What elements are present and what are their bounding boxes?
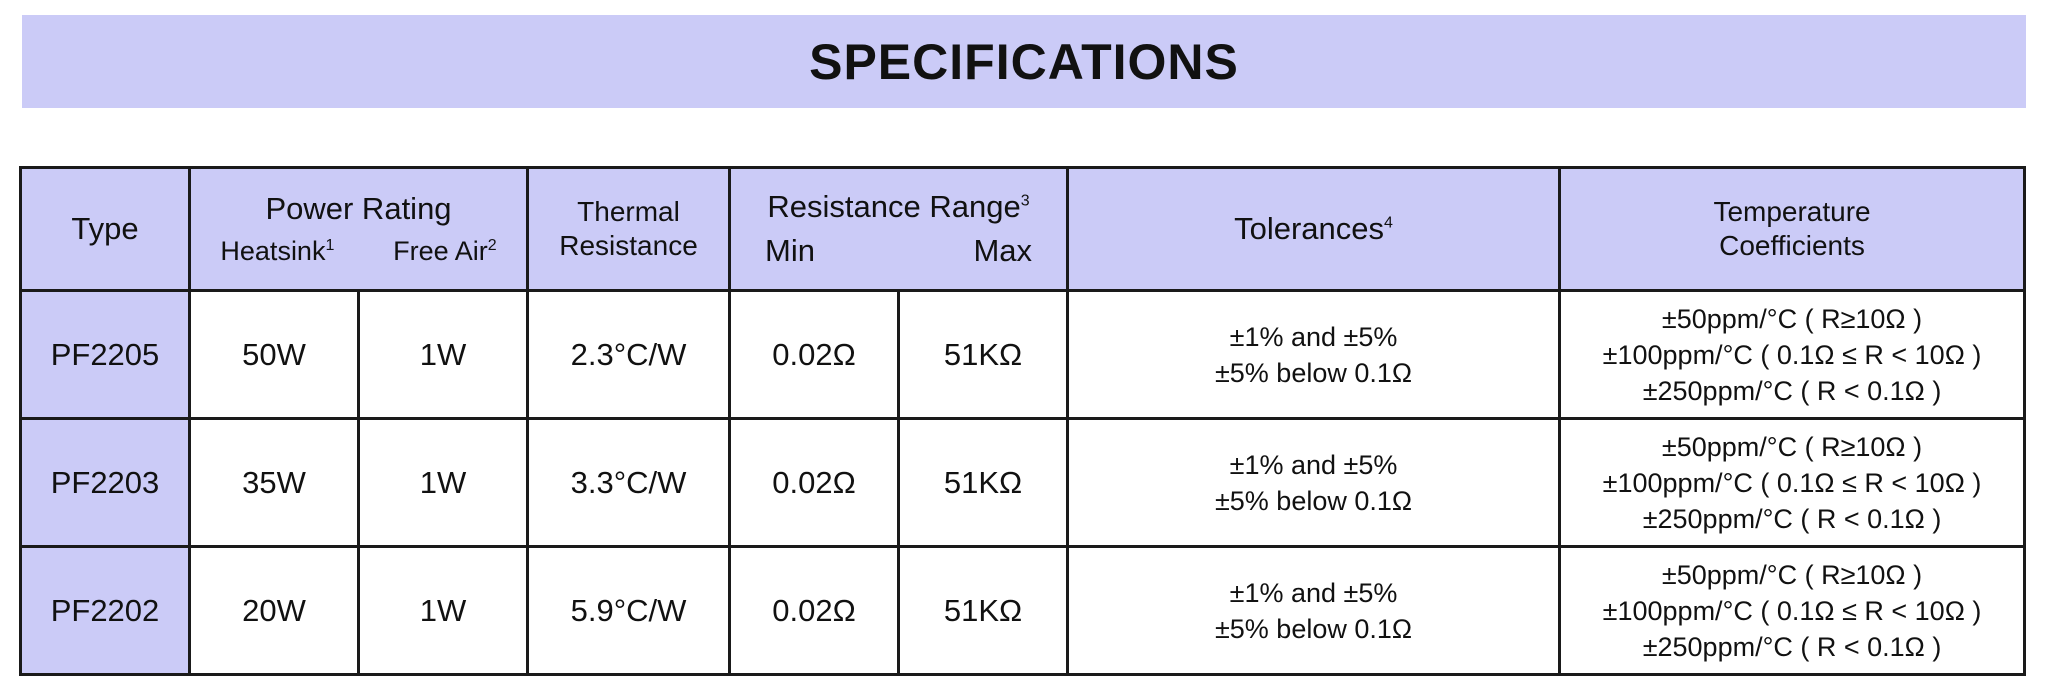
temp-coeff-line1: Temperature: [1713, 196, 1871, 227]
header-temperature-coefficients: Temperature Coefficients: [1558, 166, 2027, 292]
title-banner: SPECIFICATIONS: [22, 15, 2026, 108]
thermal-label-line1: Thermal: [577, 196, 680, 227]
temp-coeff-line: ±50ppm/°C ( R≥10Ω ): [1661, 431, 1923, 462]
header-power-rating: Power Rating Heatsink1 Free Air2: [187, 166, 530, 292]
heatsink-label: Heatsink: [220, 236, 326, 266]
resistance-range-title: Resistance Range3: [731, 189, 1066, 225]
tolerance-line: ±1% and ±5%: [1229, 449, 1398, 480]
heatsink-footnote: 1: [325, 237, 335, 254]
table-row: PF2202 20W 1W 5.9°C/W 0.02Ω 51KΩ ±1% and…: [19, 545, 2027, 676]
free-air-footnote: 2: [487, 237, 497, 254]
header-free-air: Free Air2: [393, 235, 496, 267]
heatsink-cell: 35W: [188, 417, 360, 548]
tolerance-line: ±5% below 0.1Ω: [1214, 485, 1413, 516]
type-cell: PF2202: [19, 545, 191, 676]
specifications-table: Type Power Rating Heatsink1 Free Air2 Th…: [19, 166, 2027, 676]
resistance-range-label: Resistance Range: [767, 189, 1021, 224]
type-cell: PF2203: [19, 417, 191, 548]
min-cell: 0.02Ω: [728, 289, 901, 420]
temp-coeff-line: ±100ppm/°C ( 0.1Ω ≤ R < 10Ω ): [1602, 339, 1982, 370]
thermal-label-line2: Resistance: [559, 230, 698, 261]
free-air-cell: 1W: [356, 417, 530, 548]
tolerance-line: ±5% below 0.1Ω: [1214, 613, 1413, 644]
header-type: Type: [19, 166, 191, 292]
tolerance-line: ±5% below 0.1Ω: [1214, 357, 1413, 388]
temp-coeff-line: ±50ppm/°C ( R≥10Ω ): [1661, 303, 1923, 334]
max-cell: 51KΩ: [897, 545, 1070, 676]
temp-coeff-line: ±250ppm/°C ( R < 0.1Ω ): [1642, 503, 1942, 534]
heatsink-cell: 20W: [188, 545, 360, 676]
max-cell: 51KΩ: [897, 417, 1070, 548]
temp-coeff-line: ±100ppm/°C ( 0.1Ω ≤ R < 10Ω ): [1602, 595, 1982, 626]
temp-coeff-line2: Coefficients: [1719, 230, 1865, 261]
resistance-range-subheaders: Min Max: [731, 233, 1066, 269]
free-air-cell: 1W: [356, 289, 530, 420]
table-row: PF2205 50W 1W 2.3°C/W 0.02Ω 51KΩ ±1% and…: [19, 289, 2027, 420]
free-air-cell: 1W: [356, 545, 530, 676]
min-cell: 0.02Ω: [728, 417, 901, 548]
table-row: PF2203 35W 1W 3.3°C/W 0.02Ω 51KΩ ±1% and…: [19, 417, 2027, 548]
resistance-range-footnote: 3: [1020, 192, 1030, 210]
power-rating-label: Power Rating: [265, 191, 452, 226]
heatsink-cell: 50W: [188, 289, 360, 420]
min-cell: 0.02Ω: [728, 545, 901, 676]
thermal-cell: 5.9°C/W: [526, 545, 732, 676]
tolerances-cell: ±1% and ±5% ±5% below 0.1Ω: [1066, 417, 1562, 548]
temp-coeff-cell: ±50ppm/°C ( R≥10Ω ) ±100ppm/°C ( 0.1Ω ≤ …: [1558, 545, 2027, 676]
page-title: SPECIFICATIONS: [809, 33, 1239, 90]
temp-coeff-line: ±50ppm/°C ( R≥10Ω ): [1661, 559, 1923, 590]
tolerance-line: ±1% and ±5%: [1229, 577, 1398, 608]
temp-coeff-cell: ±50ppm/°C ( R≥10Ω ) ±100ppm/°C ( 0.1Ω ≤ …: [1558, 417, 2027, 548]
tolerances-footnote: 4: [1384, 214, 1393, 232]
header-heatsink: Heatsink1: [220, 235, 334, 267]
power-rating-subheaders: Heatsink1 Free Air2: [191, 235, 526, 267]
temp-coeff-line: ±100ppm/°C ( 0.1Ω ≤ R < 10Ω ): [1602, 467, 1982, 498]
temp-coeff-line: ±250ppm/°C ( R < 0.1Ω ): [1642, 375, 1942, 406]
header-thermal-resistance: Thermal Resistance: [526, 166, 732, 292]
header-min: Min: [765, 233, 815, 268]
temp-coeff-line: ±250ppm/°C ( R < 0.1Ω ): [1642, 631, 1942, 662]
tolerances-cell: ±1% and ±5% ±5% below 0.1Ω: [1066, 545, 1562, 676]
tolerance-line: ±1% and ±5%: [1229, 321, 1398, 352]
header-row: Type Power Rating Heatsink1 Free Air2 Th…: [19, 166, 2027, 292]
header-max: Max: [973, 233, 1033, 268]
thermal-cell: 3.3°C/W: [526, 417, 732, 548]
tolerances-cell: ±1% and ±5% ±5% below 0.1Ω: [1066, 289, 1562, 420]
temp-coeff-cell: ±50ppm/°C ( R≥10Ω ) ±100ppm/°C ( 0.1Ω ≤ …: [1558, 289, 2027, 420]
thermal-cell: 2.3°C/W: [526, 289, 732, 420]
free-air-label: Free Air: [393, 236, 488, 266]
max-cell: 51KΩ: [897, 289, 1070, 420]
type-cell: PF2205: [19, 289, 191, 420]
header-resistance-range: Resistance Range3 Min Max: [728, 166, 1070, 292]
tolerances-label: Tolerances: [1234, 211, 1385, 246]
header-tolerances: Tolerances4: [1066, 166, 1562, 292]
